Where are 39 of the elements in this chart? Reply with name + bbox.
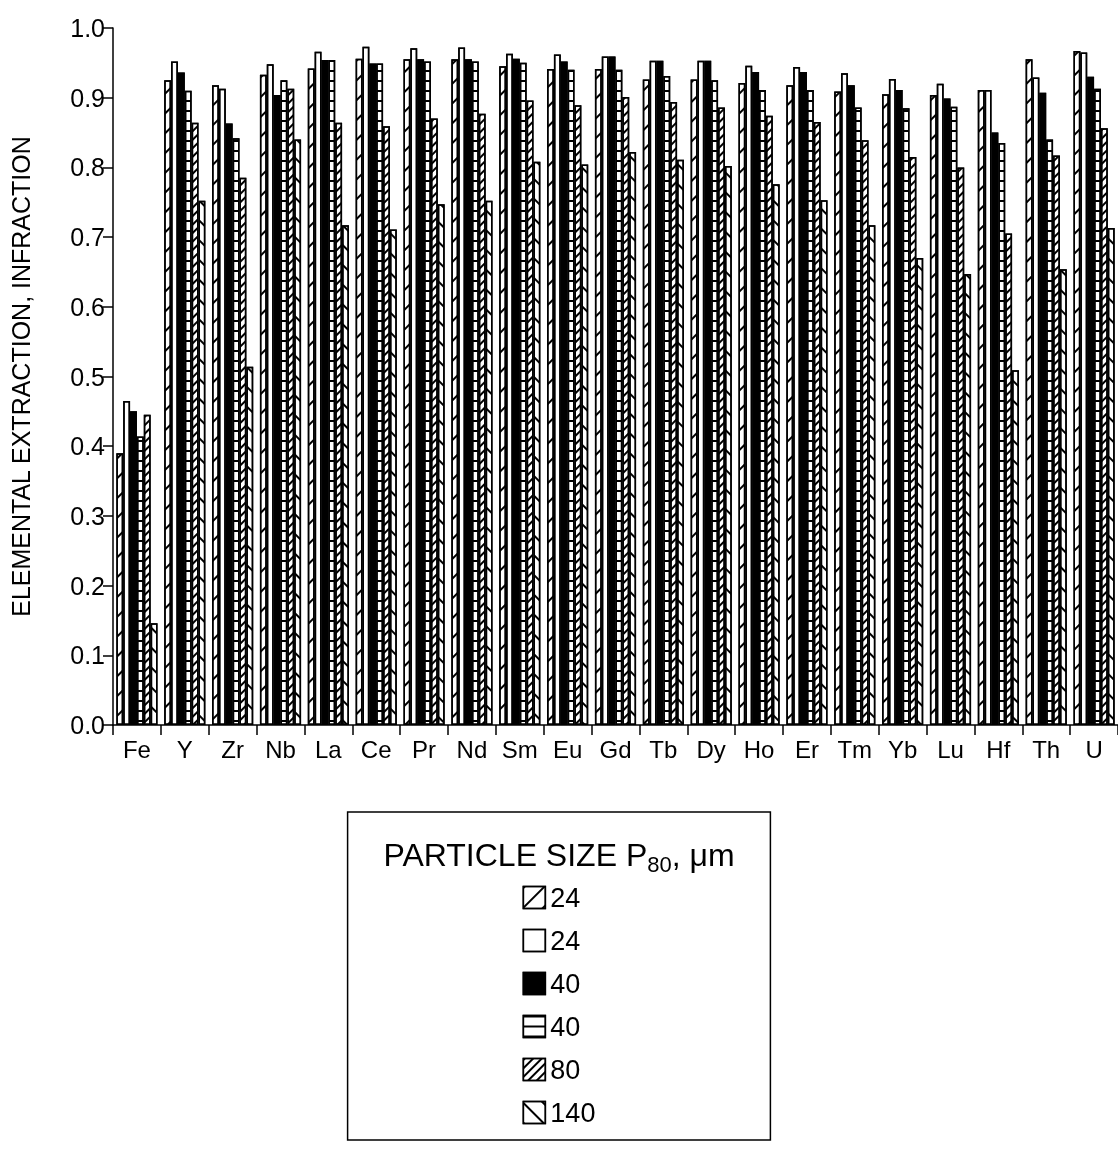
x-tick-label: Nd — [456, 735, 488, 763]
x-tick-label: Tm — [837, 735, 873, 763]
y-tick-label: 0.6 — [70, 292, 105, 321]
legend-label: 40 — [550, 1011, 581, 1042]
x-tick-label: Lu — [937, 735, 964, 763]
x-tick-label: Fe — [122, 735, 151, 763]
x-tick-label: Pr — [412, 735, 437, 763]
y-tick-label: 0.3 — [70, 501, 105, 530]
x-tick-label: Hf — [986, 735, 1011, 763]
x-tick-label: Gd — [599, 735, 632, 763]
y-tick-label: 1.0 — [70, 14, 105, 42]
x-tick-label: Th — [1032, 735, 1061, 763]
x-tick-label: Zr — [221, 735, 244, 763]
y-tick-label: 0.0 — [70, 711, 105, 739]
y-tick-label: 0.1 — [70, 641, 105, 670]
y-tick-label: 0.9 — [70, 83, 105, 112]
y-tick-label: 0.2 — [70, 571, 105, 600]
y-tick-label: 0.7 — [70, 223, 105, 252]
y-axis-title: ELEMENTAL EXTRACTION, INFRACTION — [6, 136, 35, 617]
y-tick-label: 0.5 — [70, 362, 105, 391]
x-tick-label: U — [1085, 735, 1103, 763]
legend-label: 140 — [550, 1097, 596, 1128]
legend-label: 40 — [550, 968, 581, 999]
legend-label: 80 — [550, 1054, 581, 1085]
x-tick-label: Nb — [265, 735, 296, 763]
x-tick-label: Y — [176, 735, 193, 763]
x-tick-label: Yb — [887, 735, 918, 763]
y-tick-label: 0.8 — [70, 153, 105, 182]
x-tick-label: Eu — [552, 735, 583, 763]
legend-label: 24 — [550, 925, 581, 956]
x-tick-label: Dy — [696, 735, 726, 763]
x-tick-label: Ho — [743, 735, 775, 763]
y-tick-label: 0.4 — [70, 432, 106, 461]
x-tick-label: Ce — [360, 735, 392, 763]
legend-label: 24 — [550, 882, 581, 913]
x-tick-label: Tb — [649, 735, 678, 763]
x-tick-label: Er — [794, 735, 819, 763]
x-tick-label: Sm — [501, 735, 538, 763]
x-tick-label: La — [315, 735, 343, 763]
